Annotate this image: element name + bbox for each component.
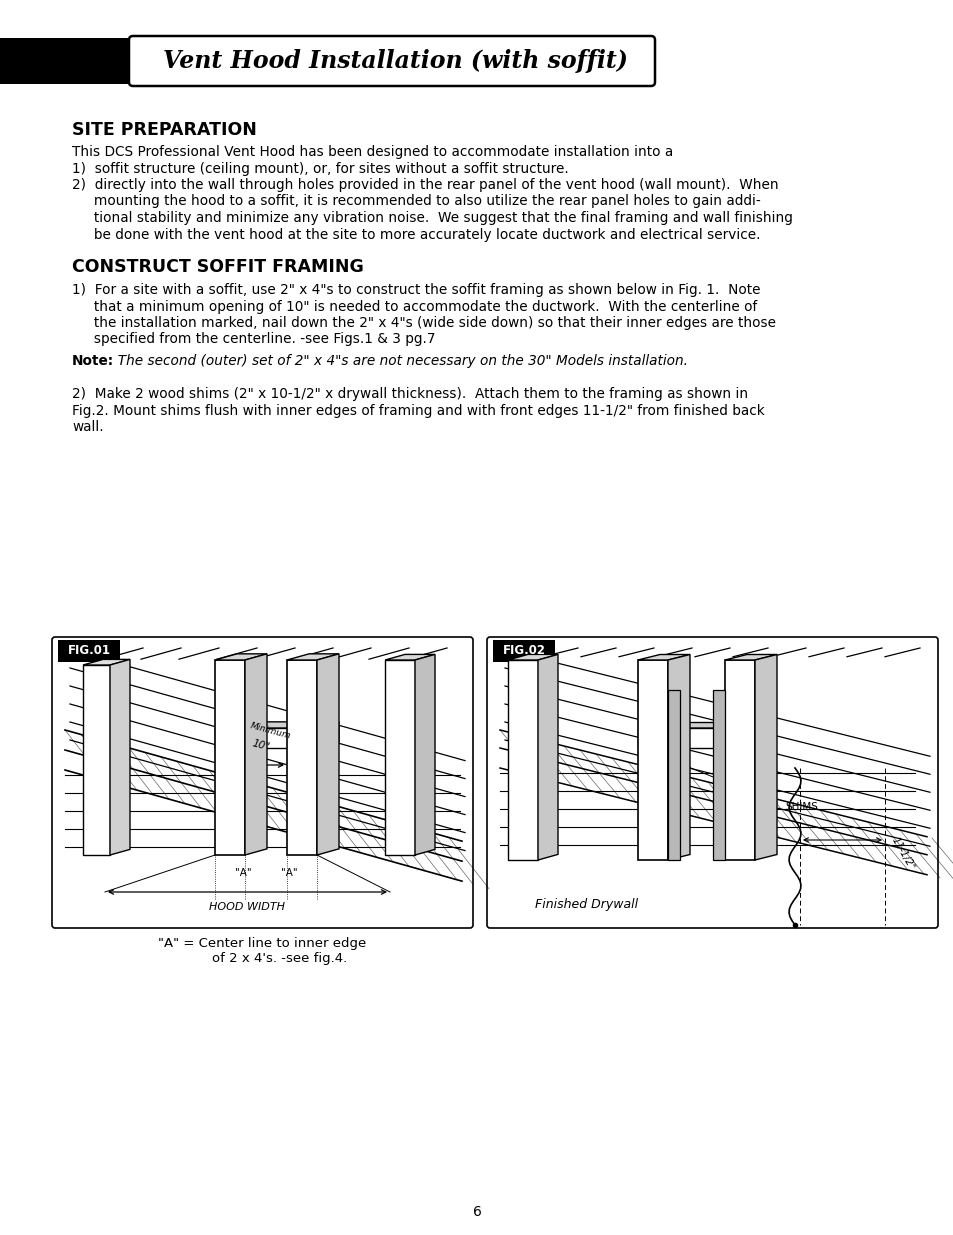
Text: CONSTRUCT SOFFIT FRAMING: CONSTRUCT SOFFIT FRAMING (71, 258, 363, 275)
FancyBboxPatch shape (486, 637, 937, 927)
Text: Finished Drywall: Finished Drywall (535, 898, 638, 911)
Text: Note:: Note: (71, 354, 114, 368)
Text: 6: 6 (472, 1205, 481, 1219)
Text: 10": 10" (251, 739, 271, 753)
Polygon shape (110, 659, 130, 855)
Text: 1)  For a site with a soffit, use 2" x 4"s to construct the soffit framing as sh: 1) For a site with a soffit, use 2" x 4"… (71, 283, 760, 296)
Polygon shape (214, 727, 316, 748)
Text: the installation marked, nail down the 2" x 4"s (wide side down) so that their i: the installation marked, nail down the 2… (71, 316, 775, 330)
Polygon shape (214, 659, 245, 855)
Polygon shape (638, 659, 667, 860)
Text: 11-1/2": 11-1/2" (889, 836, 916, 872)
Text: that a minimum opening of 10" is needed to accommodate the ductwork.  With the c: that a minimum opening of 10" is needed … (71, 300, 757, 314)
Polygon shape (415, 655, 435, 855)
Text: SHIMS: SHIMS (784, 802, 817, 811)
Text: of 2 x 4's. -see fig.4.: of 2 x 4's. -see fig.4. (177, 952, 347, 965)
Text: specified from the centerline. -see Figs.1 & 3 pg.7: specified from the centerline. -see Figs… (71, 332, 435, 347)
Polygon shape (667, 655, 689, 860)
Text: Vent Hood Installation (with soffit): Vent Hood Installation (with soffit) (162, 49, 627, 73)
Text: "A": "A" (234, 868, 251, 878)
Polygon shape (507, 659, 537, 860)
Polygon shape (316, 653, 338, 855)
Text: be done with the vent hood at the site to more accurately locate ductwork and el: be done with the vent hood at the site t… (71, 227, 760, 242)
Text: wall.: wall. (71, 420, 104, 433)
Text: "A" = Center line to inner edge: "A" = Center line to inner edge (158, 937, 366, 950)
Polygon shape (245, 653, 267, 855)
Polygon shape (83, 664, 110, 855)
Text: This DCS Professional Vent Hood has been designed to accommodate installation in: This DCS Professional Vent Hood has been… (71, 144, 673, 159)
Polygon shape (385, 659, 415, 855)
Polygon shape (638, 727, 754, 748)
Polygon shape (667, 690, 679, 860)
Polygon shape (316, 721, 338, 748)
Polygon shape (638, 722, 776, 727)
Polygon shape (754, 655, 776, 860)
Text: 2)  directly into the wall through holes provided in the rear panel of the vent : 2) directly into the wall through holes … (71, 178, 778, 191)
Polygon shape (537, 655, 558, 860)
Polygon shape (287, 653, 338, 659)
Text: FIG.01: FIG.01 (68, 645, 111, 657)
Polygon shape (385, 655, 435, 659)
Text: FIG.02: FIG.02 (502, 645, 545, 657)
Text: 1)  soffit structure (ceiling mount), or, for sites without a soffit structure.: 1) soffit structure (ceiling mount), or,… (71, 162, 568, 175)
FancyBboxPatch shape (129, 36, 655, 86)
Polygon shape (638, 655, 689, 659)
Polygon shape (214, 721, 338, 727)
Polygon shape (214, 653, 267, 659)
Polygon shape (724, 655, 776, 659)
Bar (0, 38, 145, 84)
Polygon shape (287, 659, 316, 855)
Text: tional stability and minimize any vibration noise.  We suggest that the final fr: tional stability and minimize any vibrat… (71, 211, 792, 225)
Polygon shape (83, 659, 130, 664)
Text: Minimum: Minimum (250, 721, 292, 741)
Text: Fig.2. Mount shims flush with inner edges of framing and with front edges 11-1/2: Fig.2. Mount shims flush with inner edge… (71, 404, 764, 417)
Text: "A": "A" (280, 868, 297, 878)
Bar (493, 640, 555, 662)
Text: SITE PREPARATION: SITE PREPARATION (71, 121, 256, 140)
Text: HOOD WIDTH: HOOD WIDTH (210, 902, 285, 911)
FancyBboxPatch shape (52, 637, 473, 927)
Text: The second (outer) set of 2" x 4"s are not necessary on the 30" Models installat: The second (outer) set of 2" x 4"s are n… (109, 354, 687, 368)
Text: 2)  Make 2 wood shims (2" x 10-1/2" x drywall thickness).  Attach them to the fr: 2) Make 2 wood shims (2" x 10-1/2" x dry… (71, 387, 747, 401)
Bar (58, 640, 120, 662)
Polygon shape (712, 690, 724, 860)
Polygon shape (724, 659, 754, 860)
Text: mounting the hood to a soffit, it is recommended to also utilize the rear panel : mounting the hood to a soffit, it is rec… (71, 194, 760, 209)
Polygon shape (507, 655, 558, 659)
